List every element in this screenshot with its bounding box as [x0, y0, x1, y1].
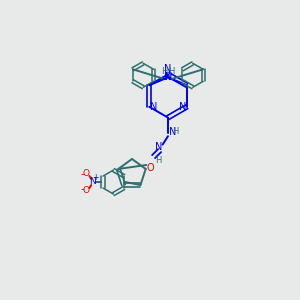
- Text: O: O: [146, 163, 154, 173]
- Text: N: N: [178, 102, 186, 112]
- Text: N: N: [150, 102, 158, 112]
- Text: H: H: [155, 156, 162, 165]
- Text: -: -: [80, 169, 84, 179]
- Text: N: N: [165, 72, 172, 82]
- Text: N: N: [155, 142, 162, 152]
- Text: H: H: [162, 68, 168, 76]
- Text: N: N: [164, 72, 171, 82]
- Text: N: N: [89, 177, 96, 186]
- Text: N: N: [164, 64, 172, 74]
- Text: H: H: [168, 68, 174, 76]
- Text: O: O: [83, 186, 90, 195]
- Text: N: N: [169, 127, 176, 137]
- Text: -: -: [80, 184, 84, 194]
- Text: O: O: [83, 169, 90, 178]
- Text: H: H: [172, 128, 179, 136]
- Text: +: +: [92, 173, 99, 182]
